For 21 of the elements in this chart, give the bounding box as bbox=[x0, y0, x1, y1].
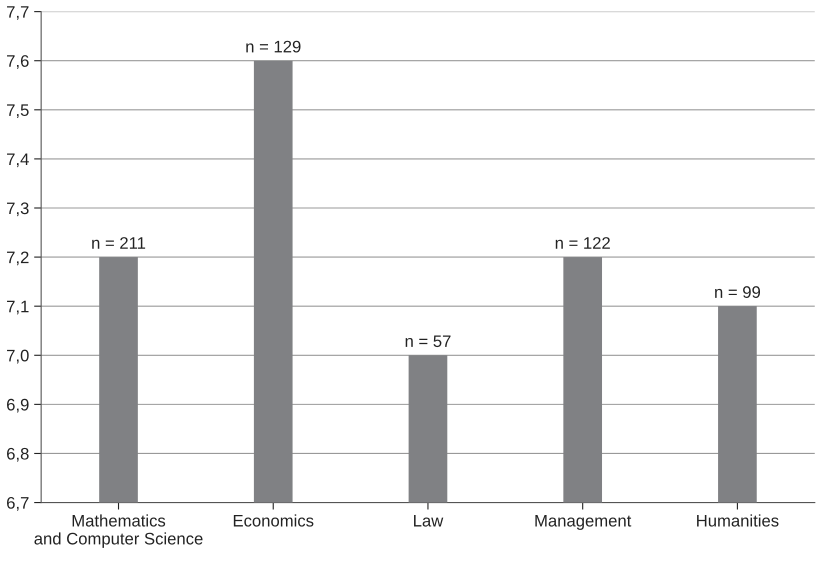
y-tick-label: 7,4 bbox=[7, 153, 29, 168]
x-tick-label: Management bbox=[535, 514, 632, 530]
x-tick-label: Mathematics and Computer Science bbox=[34, 514, 203, 548]
x-tick-label: Law bbox=[414, 514, 444, 527]
y-tick-label: 6,8 bbox=[7, 448, 29, 462]
y-tick-label: 7,1 bbox=[7, 300, 29, 314]
y-tick-label: 7,2 bbox=[7, 251, 29, 266]
y-tick-label: 7,3 bbox=[7, 202, 29, 216]
y-tick-label: 7,7 bbox=[7, 6, 29, 20]
x-tick-label: Humanities bbox=[697, 514, 778, 527]
annotation: n = 57 bbox=[406, 335, 451, 348]
annotation: n = 129 bbox=[246, 40, 300, 53]
y-tick-label: 6,7 bbox=[7, 496, 29, 511]
annotation: n = 211 bbox=[92, 237, 146, 249]
y-tick-label: 7,6 bbox=[7, 55, 29, 69]
y-tick-label: 7,5 bbox=[7, 104, 29, 118]
y-tick-label: 6,9 bbox=[7, 398, 29, 413]
annotation: n = 122 bbox=[556, 237, 610, 249]
y-tick-label: 7,0 bbox=[7, 350, 29, 364]
annotation: n = 99 bbox=[715, 286, 760, 298]
x-tick-label: Economics bbox=[234, 514, 314, 527]
